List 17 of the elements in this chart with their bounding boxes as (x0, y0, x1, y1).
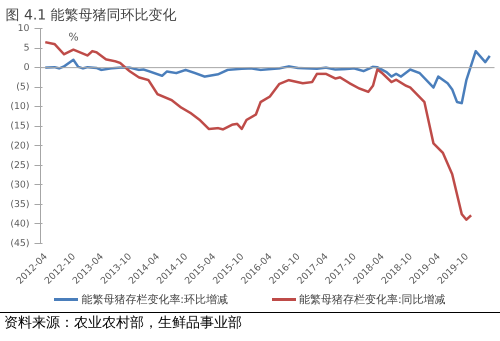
y-tick-label: 10 (18, 23, 30, 34)
y-tick-label: (30) (10, 179, 30, 190)
y-tick-label: (25) (10, 160, 30, 171)
legend-label: 能繁母猪存栏变化率:同比增减 (299, 292, 446, 308)
y-tick-label: (40) (10, 218, 30, 230)
y-tick-label: 5 (24, 42, 30, 54)
y-tick-label: (45) (10, 238, 30, 249)
y-tick-label: 0 (24, 62, 30, 74)
chart-title: 图 4.1 能繁母猪同环比变化 (6, 8, 177, 24)
legend-label: 能繁母猪存栏变化率:环比增减 (81, 292, 228, 308)
y-axis-title: % (68, 30, 79, 44)
text: 资料来源：农业农村部，生鲜品事业部 (4, 314, 242, 333)
y-tick-label: (5) (16, 82, 30, 93)
y-tick-label: (10) (10, 101, 30, 112)
y-tick-label: (20) (10, 140, 30, 152)
y-tick-label: (15) (10, 120, 30, 132)
y-tick-label: (35) (10, 198, 30, 210)
